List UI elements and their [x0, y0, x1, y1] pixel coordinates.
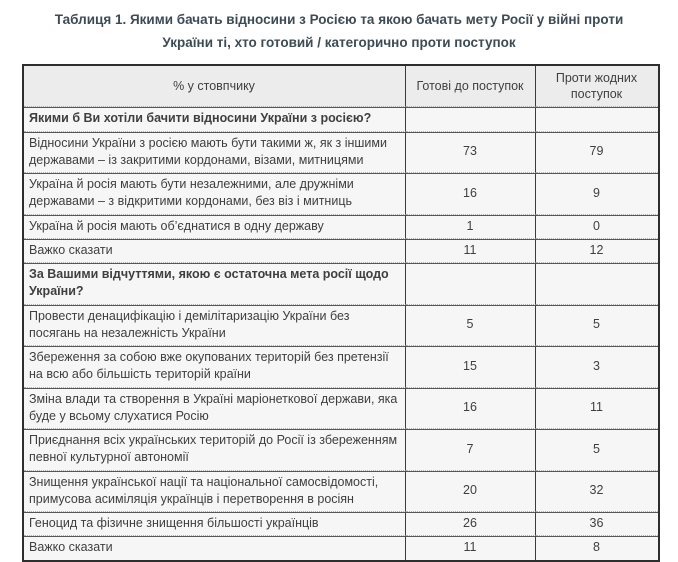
table-row: Знищення української нації та національн…: [24, 470, 658, 513]
value-ready: 1: [406, 214, 536, 239]
column-header-ready: Готові до поступок: [406, 65, 536, 108]
value-ready: 26: [406, 512, 536, 537]
empty-cell: [536, 107, 658, 132]
row-label: Зміна влади та створення в Україні маріо…: [24, 387, 406, 430]
value-ready: 16: [406, 387, 536, 430]
value-against: 11: [536, 387, 658, 430]
value-against: 0: [536, 214, 658, 239]
value-against: 79: [536, 131, 658, 174]
table-row: Геноцид та фізичне знищення більшості ук…: [24, 512, 658, 537]
column-header-percent: % у стовпчику: [24, 65, 406, 108]
value-ready: 5: [406, 304, 536, 347]
table-row: Провести денацифікацію і демілітаризацію…: [24, 304, 658, 347]
section-header-row: За Вашими відчуттями, якою є остаточна м…: [24, 263, 658, 305]
row-label: Україна й росія мають бути незалежними, …: [24, 173, 406, 215]
empty-cell: [406, 263, 536, 305]
page-title: Таблиця 1. Якими бачать відносини з Росі…: [54, 12, 624, 50]
row-label: Знищення української нації та національн…: [24, 470, 406, 513]
row-label: Важко сказати: [24, 536, 406, 560]
survey-table: % у стовпчику Готові до поступок Проти ж…: [22, 63, 660, 562]
row-label: Приєднання всіх українських територій до…: [24, 429, 406, 471]
header-row: % у стовпчику Готові до поступок Проти ж…: [24, 65, 658, 108]
value-against: 8: [536, 536, 658, 559]
value-against: 5: [536, 429, 658, 471]
table-row: Відносини України з росією мають бути та…: [24, 131, 658, 174]
section-1-header: Якими б Ви хотіли бачити відносини Украї…: [24, 107, 406, 132]
row-label: Україна й росія мають об’єднатися в одну…: [24, 214, 406, 239]
table-row: Зміна влади та створення в Україні маріо…: [24, 387, 658, 430]
empty-cell: [536, 263, 658, 305]
column-header-against: Проти жодних поступок: [536, 65, 658, 108]
value-ready: 73: [406, 131, 536, 174]
value-ready: 15: [406, 346, 536, 388]
table-row: Приєднання всіх українських територій до…: [24, 429, 658, 471]
value-against: 12: [536, 238, 658, 264]
table-row: Україна й росія мають бути незалежними, …: [24, 173, 658, 215]
section-2-header: За Вашими відчуттями, якою є остаточна м…: [24, 263, 406, 305]
value-against: 5: [536, 304, 658, 347]
table-row: Важко сказати 11 12: [24, 238, 658, 264]
value-ready: 11: [406, 238, 536, 264]
row-label: Провести денацифікацію і демілітаризацію…: [24, 304, 406, 347]
value-against: 9: [536, 173, 658, 215]
row-label: Відносини України з росією мають бути та…: [24, 131, 406, 174]
value-ready: 20: [406, 470, 536, 513]
table-row: Україна й росія мають об’єднатися в одну…: [24, 214, 658, 239]
value-against: 36: [536, 512, 658, 537]
value-against: 32: [536, 470, 658, 513]
row-label: Важко сказати: [24, 238, 406, 264]
value-against: 3: [536, 346, 658, 388]
table-row: Важко сказати 11 8: [24, 536, 658, 560]
section-header-row: Якими б Ви хотіли бачити відносини Украї…: [24, 107, 658, 132]
value-ready: 11: [406, 536, 536, 560]
value-ready: 7: [406, 429, 536, 471]
table-row: Збереження за собою вже окупованих терит…: [24, 346, 658, 388]
empty-cell: [406, 107, 536, 132]
row-label: Збереження за собою вже окупованих терит…: [24, 346, 406, 388]
value-ready: 16: [406, 173, 536, 215]
row-label: Геноцид та фізичне знищення більшості ук…: [24, 512, 406, 537]
